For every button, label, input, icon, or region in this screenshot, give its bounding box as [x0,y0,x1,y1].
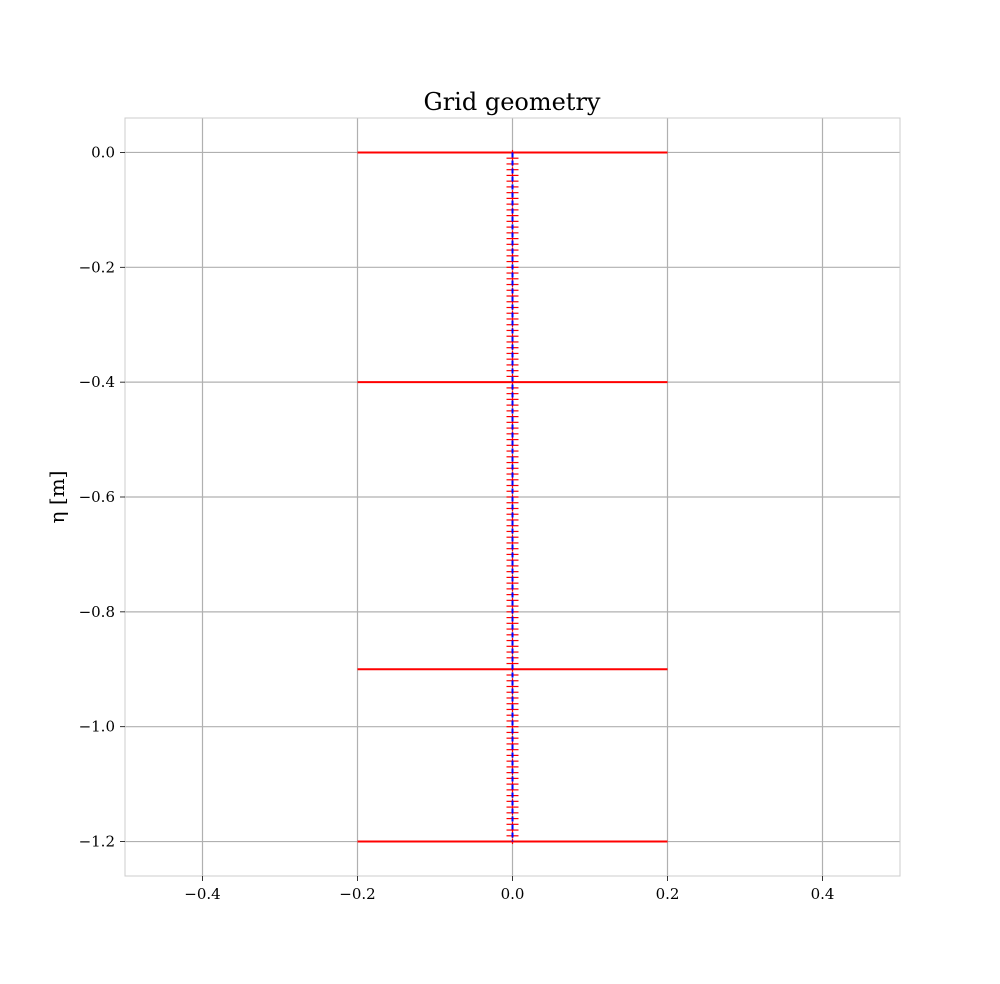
y-axis-label: η [m] [45,471,69,524]
x-tick-label: 0.2 [656,885,680,903]
chart-title: Grid geometry [424,88,601,116]
grid-nodes [506,149,519,845]
y-tick-labels: 0.0 −0.2 −0.4 −0.6 −0.8 −1.0 −1.2 [79,143,125,851]
y-tick-label: −1.0 [79,718,115,736]
y-tick-label: −0.8 [79,603,115,621]
x-tick-label: 0.4 [811,885,835,903]
y-tick-label: −0.6 [79,488,115,506]
x-tick-label: 0.0 [501,885,525,903]
y-tick-label: 0.0 [91,143,115,161]
x-tick-labels: −0.4 −0.2 0.0 0.2 0.4 [184,876,834,903]
y-tick-label: −1.2 [79,833,115,851]
y-tick-label: −0.2 [79,258,115,276]
x-tick-label: −0.4 [184,885,220,903]
y-tick-label: −0.4 [79,373,115,391]
x-tick-label: −0.2 [339,885,375,903]
